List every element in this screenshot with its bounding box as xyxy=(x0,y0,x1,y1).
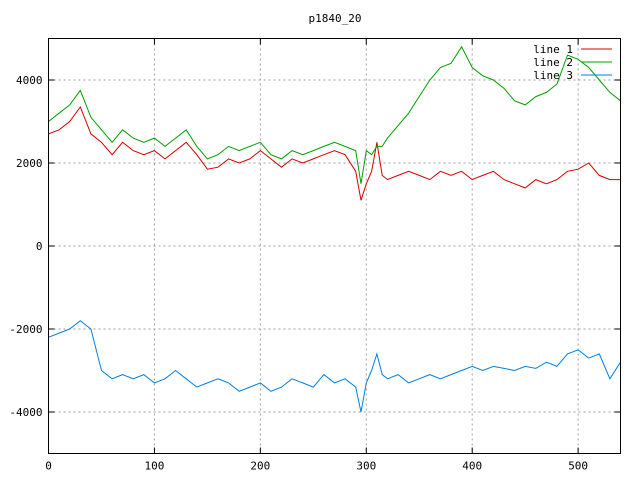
y-tick-label: 4000 xyxy=(16,74,43,87)
series-line-3 xyxy=(48,320,621,413)
x-tick-label: 500 xyxy=(568,460,588,473)
y-tick-label: -4000 xyxy=(9,406,42,419)
x-tick-label: 400 xyxy=(462,460,482,473)
legend-label-2: line 2 xyxy=(533,56,573,69)
legend-label-1: line 1 xyxy=(533,43,573,56)
y-tick-label: 2000 xyxy=(16,157,43,170)
y-tick-label: 0 xyxy=(36,240,43,253)
x-tick-label: 200 xyxy=(250,460,270,473)
tick-layer: 0 100 200 300 400 500 -4000 -2000 0 2000 4000 xyxy=(9,38,621,473)
legend-label-3: line 3 xyxy=(533,69,573,82)
x-tick-label: 0 xyxy=(45,460,52,473)
grid-layer xyxy=(48,38,621,454)
series-line-1 xyxy=(48,105,621,201)
chart-title: p1840_20 xyxy=(309,12,362,25)
series-line-2 xyxy=(48,45,621,184)
series-layer xyxy=(48,45,621,413)
x-tick-label: 100 xyxy=(144,460,164,473)
y-tick-label: -2000 xyxy=(9,323,42,336)
x-tick-label: 300 xyxy=(356,460,376,473)
